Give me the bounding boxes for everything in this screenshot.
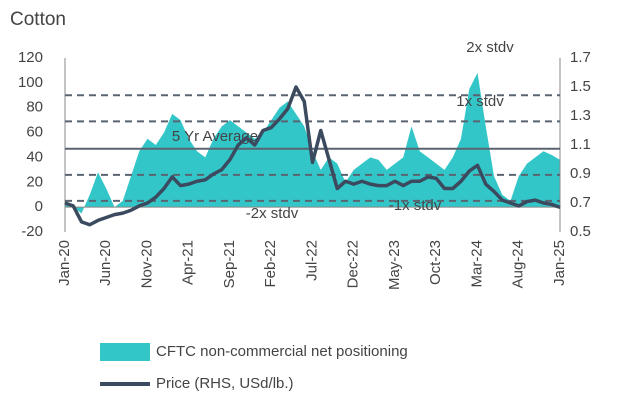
- x-tick-label: Dec-22: [345, 240, 362, 288]
- x-tick-label: Oct-23: [427, 240, 444, 285]
- y-tick-label: 120: [18, 49, 43, 66]
- x-tick-label: Mar-24: [468, 240, 485, 288]
- y2-tick-label: 1.7: [570, 49, 591, 66]
- y2-tick-label: 0.9: [570, 165, 591, 182]
- chart-title: Cotton: [10, 9, 66, 30]
- x-tick-label: Jul-22: [303, 240, 320, 281]
- y2-tick-label: 0.7: [570, 194, 591, 211]
- reference-label: 2x stdv: [466, 39, 514, 56]
- reference-label: 1x stdv: [456, 93, 504, 110]
- legend-label: Price (RHS, USd/lb.): [156, 375, 294, 392]
- y2-tick-label: 1.1: [570, 136, 591, 153]
- x-tick-label: Sep-21: [221, 240, 238, 288]
- x-tick-label: Jun-20: [97, 240, 114, 286]
- x-tick-label: Jan-20: [56, 240, 73, 286]
- y-tick-label: 60: [26, 124, 43, 141]
- y2-tick-label: 1.3: [570, 107, 591, 124]
- y2-tick-label: 1.5: [570, 78, 591, 95]
- y-tick-label: 100: [18, 74, 43, 91]
- reference-label: -2x stdv: [246, 205, 299, 222]
- x-tick-label: Jan-25: [551, 240, 568, 286]
- y-tick-label: 80: [26, 99, 43, 116]
- y-tick-label: 0: [35, 198, 43, 215]
- line: [64, 85, 561, 227]
- reference-label: 5 Yr Average: [172, 128, 258, 145]
- y2-tick-label: 0.5: [570, 223, 591, 240]
- x-tick-label: Aug-24: [510, 240, 527, 288]
- y-tick-label: -20: [21, 223, 43, 240]
- x-tick-label: Feb-22: [262, 240, 279, 288]
- x-tick-label: Apr-21: [180, 240, 197, 285]
- y-tick-label: 20: [26, 173, 43, 190]
- reference-label: -1x stdv: [389, 197, 442, 214]
- legend-label: CFTC non-commercial net positioning: [156, 343, 408, 360]
- y-tick-label: 40: [26, 148, 43, 165]
- legend-swatch: [100, 343, 150, 361]
- x-tick-label: Nov-20: [138, 240, 155, 288]
- x-tick-label: May-23: [386, 240, 403, 290]
